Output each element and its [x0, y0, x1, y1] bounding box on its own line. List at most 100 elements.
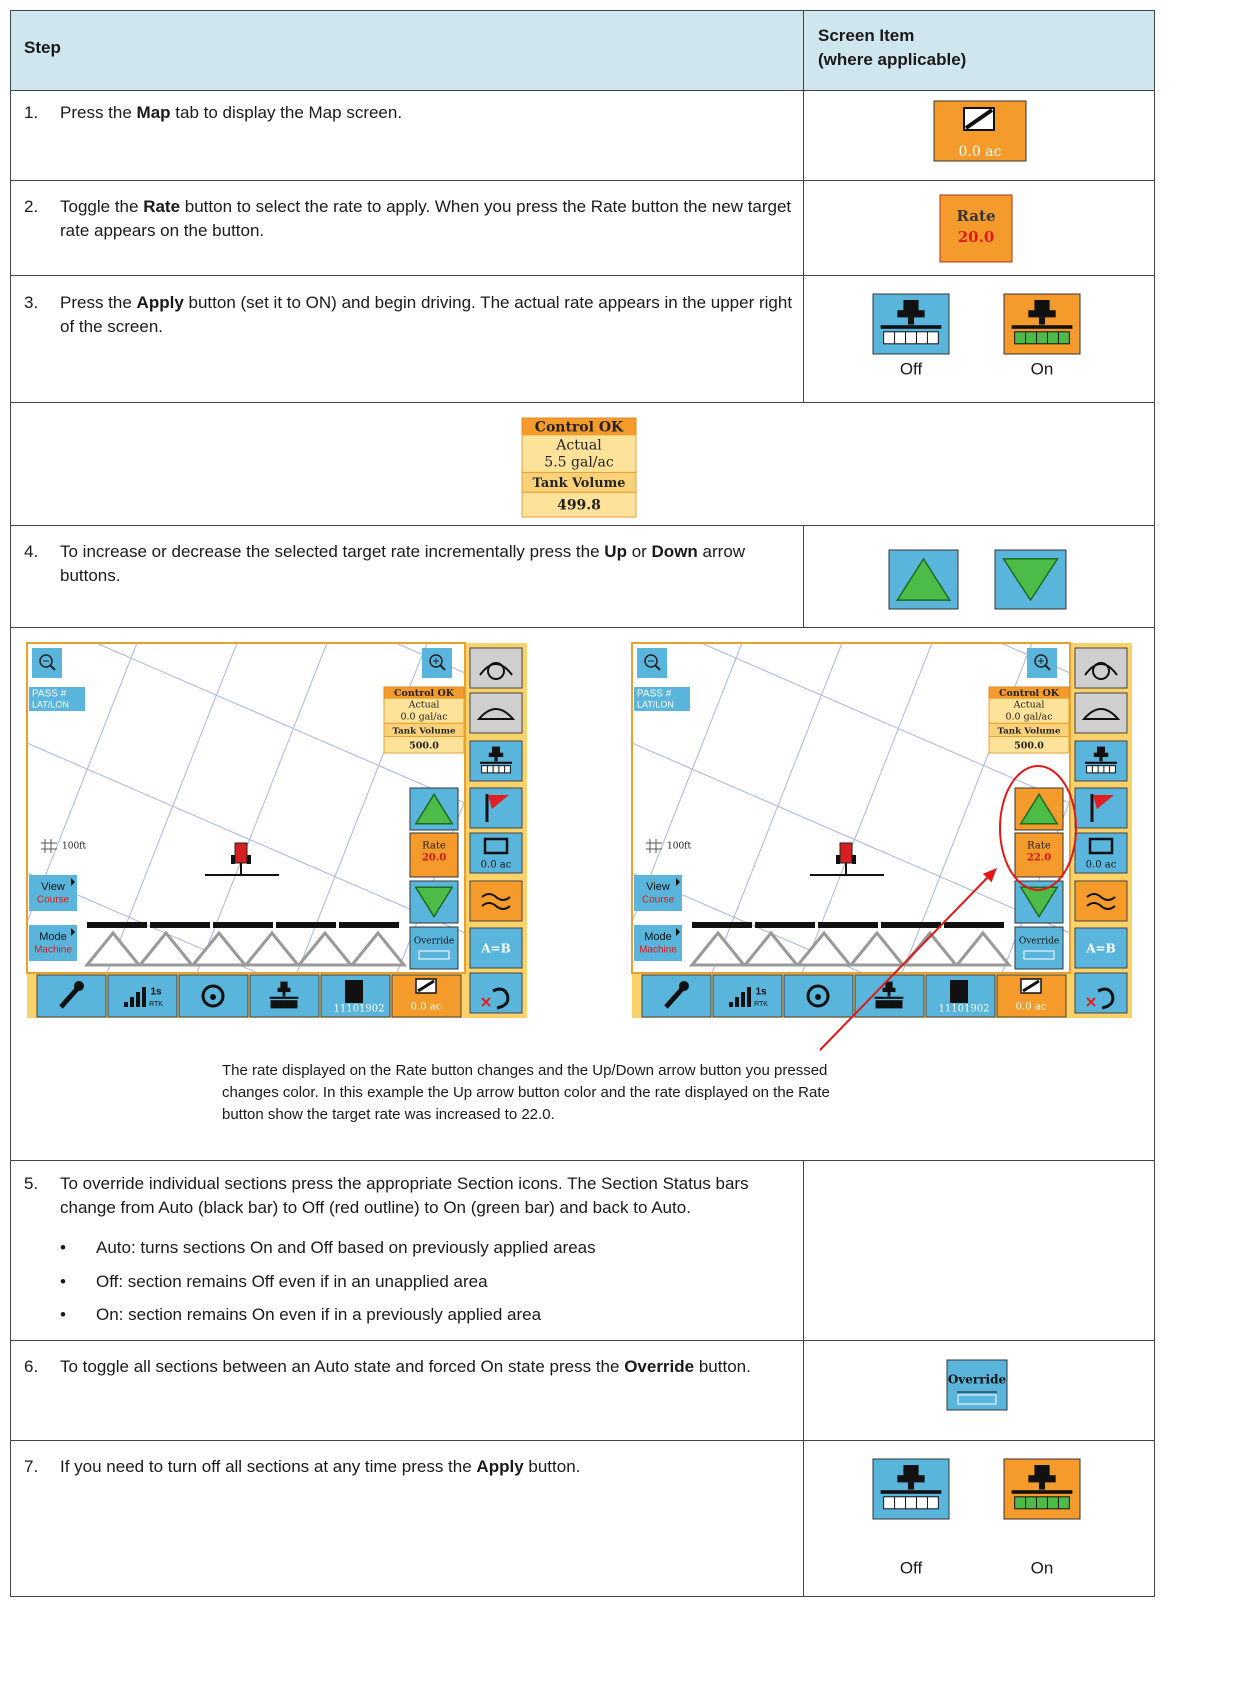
pass-box: [634, 687, 690, 711]
section-grid: [270, 1000, 298, 1009]
implement-bar: [269, 996, 299, 999]
grid-line: [633, 872, 862, 972]
undo-x: [481, 997, 491, 1007]
panel-label: Tank Volume: [392, 726, 455, 736]
tractor-wheel: [231, 855, 235, 864]
implement-top: [903, 1465, 919, 1477]
zoom-handle: [439, 664, 446, 671]
header-screen-item: Screen Item: [818, 26, 915, 45]
tractor-body: [839, 842, 853, 864]
section-bar: [276, 922, 336, 928]
off-caption: Off: [900, 359, 923, 378]
dome-icon: [1081, 708, 1121, 720]
implement-top: [280, 981, 288, 989]
side-button: [469, 647, 523, 689]
grid-line: [28, 644, 138, 922]
section-wedge: [348, 930, 408, 967]
grid-line: [702, 644, 1069, 804]
zoom-button: [32, 648, 62, 678]
rate-title: Rate: [1027, 841, 1051, 852]
text-run: button (set it to ON) and begin driving.…: [60, 293, 793, 336]
side-button: [1074, 787, 1128, 829]
panel-reading: 499.8: [557, 498, 601, 514]
implement-top: [1034, 300, 1050, 312]
section-grid: [1086, 765, 1116, 774]
rate-value: 20.0: [422, 853, 446, 864]
signal-bar: [130, 997, 134, 1007]
step-text: To increase or decrease the selected tar…: [60, 540, 795, 588]
section-wedge: [741, 930, 801, 967]
zoom-button: [1027, 648, 1057, 678]
scale-label: 100ft: [62, 842, 87, 852]
field-icon: [1088, 837, 1114, 855]
screen-item: Off On: [872, 1458, 1081, 1577]
undo-x: [1086, 997, 1096, 1007]
zoom-handle: [49, 664, 56, 671]
section-wedge: [295, 930, 355, 967]
down-arrow: [414, 886, 454, 919]
pass-box: [29, 687, 85, 711]
implement-stem: [494, 757, 498, 762]
step-text: Press the Apply button (set it to ON) an…: [60, 291, 795, 339]
override-button: [946, 1359, 1008, 1411]
rate-button: [1014, 832, 1064, 878]
bullet-text: On: section remains On even if in a prev…: [96, 1305, 542, 1324]
implement-top: [1097, 746, 1105, 754]
override-label: Override: [414, 937, 454, 947]
implement-body: [897, 310, 925, 318]
panel-title: Control OK: [999, 688, 1060, 699]
section-grid: [875, 1000, 903, 1009]
text-run: To increase or decrease the selected tar…: [60, 542, 605, 561]
override-grid: [418, 950, 450, 960]
dome-icon: [476, 708, 516, 720]
implement-stem: [282, 992, 286, 997]
view-button: [634, 875, 682, 911]
field-name: 11101902: [334, 1004, 385, 1015]
pass-label: PASS #: [637, 689, 672, 700]
text-run: or: [626, 542, 652, 561]
implement-bar: [1011, 325, 1073, 329]
implement-body: [1028, 1475, 1056, 1483]
implement-body: [1093, 752, 1109, 758]
screen-item: Off On: [872, 293, 1081, 378]
mode-setting: Machine: [639, 945, 677, 956]
section-grid: [883, 331, 939, 345]
tractor-wheel: [247, 855, 251, 864]
zoom-lens: [429, 654, 443, 668]
implement-bar: [874, 996, 904, 999]
grid-line: [633, 644, 743, 922]
side-button: [469, 972, 523, 1014]
up-arrow: [895, 557, 952, 601]
signal-mode: RTK: [149, 1001, 163, 1008]
text-run: button to select the rate to apply. When…: [60, 197, 792, 240]
mode-label: Mode: [39, 931, 67, 943]
mode-setting: Machine: [34, 945, 72, 956]
step-number: 5.: [24, 1174, 39, 1193]
signal-bar: [735, 997, 739, 1007]
text-run: Toggle the: [60, 197, 144, 216]
implement-top: [885, 981, 893, 989]
implement-bar: [1085, 761, 1117, 764]
grid-line: [28, 872, 257, 972]
section-bar: [818, 922, 878, 928]
implement-bar: [880, 1490, 942, 1494]
section-grid: [1014, 331, 1070, 345]
menu-arrow: [676, 878, 680, 886]
wheel-hub: [815, 994, 821, 1000]
zoom-lens: [644, 654, 658, 668]
undo-icon: [492, 987, 510, 1010]
implement-bar: [1011, 1490, 1073, 1494]
tractor-wheel: [836, 855, 840, 864]
implement-stem: [1038, 317, 1046, 325]
wave-icon: [481, 893, 511, 910]
callout-line: [819, 876, 989, 1051]
section-bar: [755, 922, 815, 928]
side-button: [469, 927, 523, 969]
text-run: Press the: [60, 293, 137, 312]
text-run: To override individual sections press th…: [60, 1174, 749, 1217]
screen-item: Override: [946, 1359, 1008, 1411]
override-button: [409, 926, 459, 970]
menu-arrow: [71, 928, 75, 936]
